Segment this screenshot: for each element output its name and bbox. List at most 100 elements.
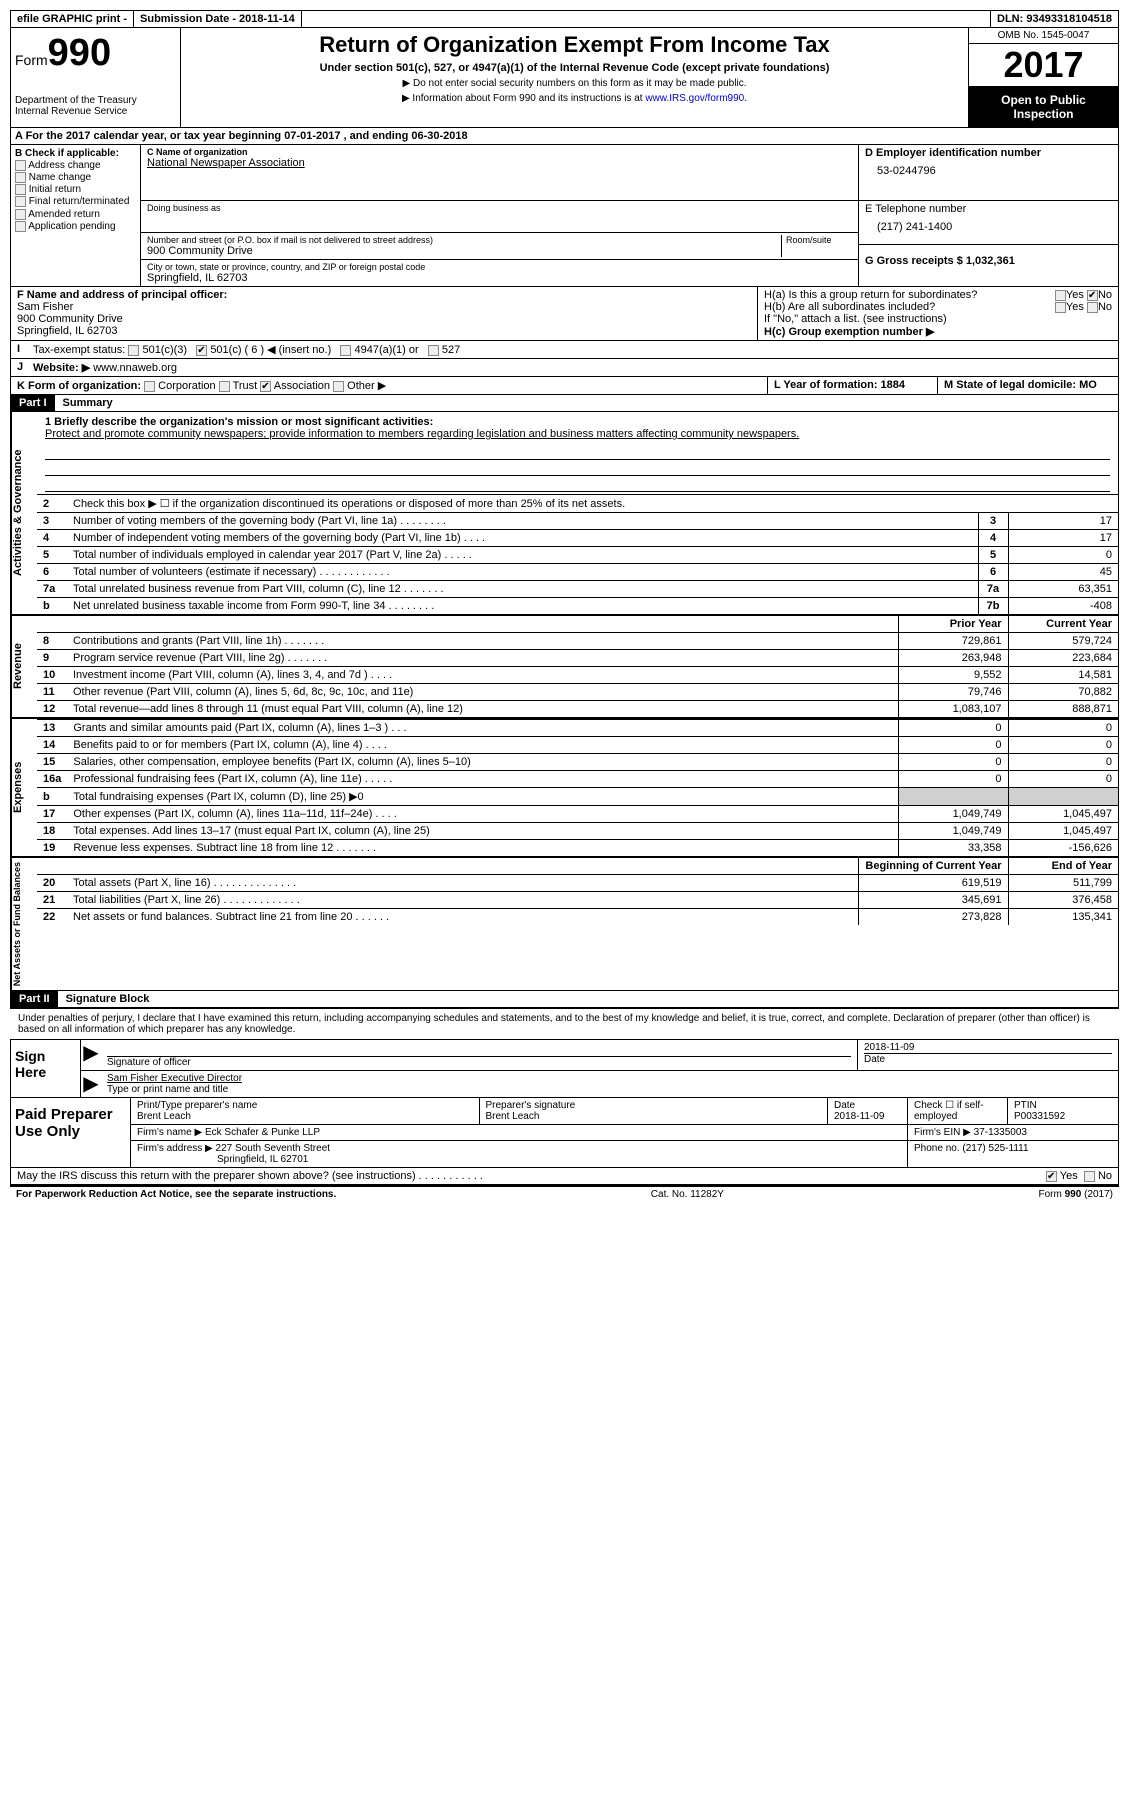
- amended-return-label: Amended return: [28, 209, 100, 220]
- line-10-num: 10: [37, 667, 67, 684]
- firm-ein: 37-1335003: [974, 1127, 1027, 1138]
- attach-list-note: If "No," attach a list. (see instruction…: [764, 313, 1112, 325]
- line-b-prior: [898, 788, 1008, 806]
- line-20-prior: 619,519: [858, 875, 1008, 892]
- check-if-applicable-label: B Check if applicable:: [15, 148, 119, 159]
- hb-no-checkbox[interactable]: [1087, 302, 1098, 313]
- irs-link[interactable]: www.IRS.gov/form990: [645, 93, 744, 104]
- instruction-2-text: ▶ Information about Form 990 and its ins…: [402, 93, 645, 104]
- name-change-checkbox[interactable]: [15, 172, 26, 183]
- hb-yes-checkbox[interactable]: [1055, 302, 1066, 313]
- initial-return-checkbox[interactable]: [15, 184, 26, 195]
- expenses-label: Expenses: [11, 719, 37, 856]
- application-pending-checkbox[interactable]: [15, 221, 26, 232]
- prep-date-label: Date: [834, 1100, 901, 1111]
- trust-checkbox[interactable]: [219, 381, 230, 392]
- ha-no-checkbox[interactable]: [1087, 290, 1098, 301]
- dln: DLN: 93493318104518: [990, 11, 1118, 27]
- line-12-num: 12: [37, 701, 67, 718]
- application-pending-label: Application pending: [28, 221, 115, 232]
- line-22-current: 135,341: [1008, 909, 1118, 926]
- 501c3-checkbox[interactable]: [128, 345, 139, 356]
- 501c-checkbox[interactable]: [196, 345, 207, 356]
- 4947-checkbox[interactable]: [340, 345, 351, 356]
- topbar: efile GRAPHIC print - Submission Date - …: [10, 10, 1119, 28]
- name-change-label: Name change: [29, 172, 91, 183]
- part-1-title: Summary: [55, 395, 121, 411]
- prior-year-header: Prior Year: [898, 616, 1008, 632]
- 527-label: 527: [442, 344, 460, 356]
- line-7b-num: b: [37, 598, 67, 615]
- 501c3-label: 501(c)(3): [142, 344, 187, 356]
- 527-checkbox[interactable]: [428, 345, 439, 356]
- association-label: Association: [274, 380, 330, 392]
- paperwork-notice: For Paperwork Reduction Act Notice, see …: [16, 1189, 336, 1200]
- line-6-num: 6: [37, 564, 67, 581]
- cat-no: Cat. No. 11282Y: [651, 1189, 724, 1200]
- tax-year: 2017: [969, 44, 1118, 87]
- sig-arrow-1: ▶: [81, 1040, 101, 1070]
- open-to-public: Open to Public Inspection: [969, 87, 1118, 127]
- line-15-num: 15: [37, 754, 67, 771]
- form-label: Form: [15, 52, 48, 68]
- city-label: City or town, state or province, country…: [147, 262, 852, 272]
- 4947-label: 4947(a)(1) or: [354, 344, 418, 356]
- line-16a-num: 16a: [37, 771, 67, 788]
- mission-label: 1 Briefly describe the organization's mi…: [45, 416, 1110, 428]
- line-8-prior: 729,861: [898, 633, 1008, 650]
- amended-return-checkbox[interactable]: [15, 209, 26, 220]
- line-7b-text: Net unrelated business taxable income fr…: [67, 598, 978, 615]
- form-of-org-label: K Form of organization:: [17, 380, 141, 392]
- part-2-title: Signature Block: [58, 991, 158, 1007]
- blank-line-2: [45, 462, 1110, 476]
- line-18-text: Total expenses. Add lines 13–17 (must eq…: [67, 823, 898, 840]
- line-4-num: 4: [37, 530, 67, 547]
- instruction-2: ▶ Information about Form 990 and its ins…: [191, 93, 958, 104]
- line-21-prior: 345,691: [858, 892, 1008, 909]
- line-3-num: 3: [37, 513, 67, 530]
- state-domicile: M State of legal domicile: MO: [938, 377, 1118, 394]
- officer-printed-name: Sam Fisher Executive Director: [107, 1073, 1112, 1084]
- form-title: Return of Organization Exempt From Incom…: [191, 32, 958, 58]
- ha-yes-label: Yes: [1066, 289, 1084, 301]
- other-checkbox[interactable]: [333, 381, 344, 392]
- firm-name-label: Firm's name ▶: [137, 1127, 202, 1138]
- part-2-header: Part II: [11, 991, 58, 1007]
- firm-addr2: Springfield, IL 62701: [137, 1154, 901, 1165]
- subordinates-label: H(b) Are all subordinates included?: [764, 301, 935, 313]
- form-num: 990: [48, 32, 111, 74]
- corporation-checkbox[interactable]: [144, 381, 155, 392]
- line-4-value: 17: [1008, 530, 1118, 547]
- city-state-zip: Springfield, IL 62703: [147, 272, 852, 284]
- line-14-text: Benefits paid to or for members (Part IX…: [67, 737, 898, 754]
- line-5-box: 5: [978, 547, 1008, 564]
- efile-print-button[interactable]: efile GRAPHIC print -: [11, 11, 134, 27]
- line-5-text: Total number of individuals employed in …: [67, 547, 978, 564]
- line-5-value: 0: [1008, 547, 1118, 564]
- activities-governance-label: Activities & Governance: [11, 412, 37, 614]
- perjury-statement: Under penalties of perjury, I declare th…: [10, 1008, 1119, 1039]
- website-label: Website: ▶: [33, 362, 90, 374]
- final-return-checkbox[interactable]: [15, 196, 26, 207]
- revenue-label: Revenue: [11, 616, 37, 717]
- discuss-no-checkbox[interactable]: [1084, 1171, 1095, 1182]
- line-i-label: I: [17, 343, 33, 356]
- printed-name-label: Type or print name and title: [107, 1084, 1112, 1095]
- discuss-yes-checkbox[interactable]: [1046, 1171, 1057, 1182]
- line-13-current: 0: [1008, 720, 1118, 737]
- preparer-sig-label: Preparer's signature: [486, 1100, 822, 1111]
- final-return-label: Final return/terminated: [29, 197, 130, 208]
- line-21-num: 21: [37, 892, 67, 909]
- address-change-checkbox[interactable]: [15, 160, 26, 171]
- ha-yes-checkbox[interactable]: [1055, 290, 1066, 301]
- ptin-label: PTIN: [1014, 1100, 1112, 1111]
- phone-value: (217) 241-1400: [865, 215, 1112, 233]
- year-formation: L Year of formation: 1884: [768, 377, 938, 394]
- line-18-current: 1,045,497: [1008, 823, 1118, 840]
- sign-here-label: Sign Here: [11, 1040, 81, 1097]
- line-16a-prior: 0: [898, 771, 1008, 788]
- line-18-num: 18: [37, 823, 67, 840]
- association-checkbox[interactable]: [260, 381, 271, 392]
- line-22-text: Net assets or fund balances. Subtract li…: [67, 909, 858, 926]
- line-8-num: 8: [37, 633, 67, 650]
